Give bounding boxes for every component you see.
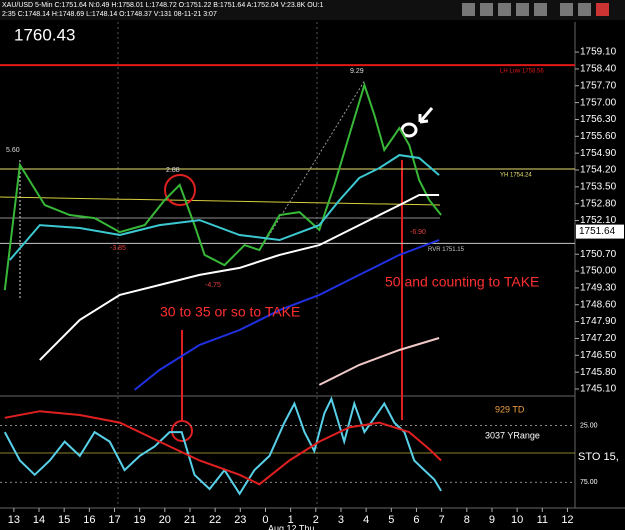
y-tick-label: 1748.60: [580, 299, 617, 310]
indicator-label: 929 TD: [495, 404, 525, 414]
annotation: 9.29: [350, 68, 364, 75]
x-tick-label: 13: [8, 514, 20, 526]
series-line: [9, 154, 440, 261]
y-tick-label: 1754.90: [580, 148, 617, 159]
annotation-circle: [400, 122, 418, 138]
annotation: -4.75: [205, 282, 221, 289]
header-line: XAU/USD 5-Min C:1751.64 N:0.49 H:1758.01…: [2, 2, 324, 9]
level-label: LH Low 1758.56: [500, 69, 544, 75]
x-tick-label: 21: [184, 514, 196, 526]
x-tick-label: 7: [439, 514, 445, 526]
x-tick-label: 11: [537, 514, 548, 526]
y-tick-label: 1750.70: [580, 249, 617, 260]
x-tick-label: 10: [511, 514, 523, 526]
indicator-label: STO 15,: [578, 451, 619, 463]
x-tick-label: 23: [234, 514, 246, 526]
icon[interactable]: [516, 3, 529, 16]
annotation: 2.88: [166, 167, 180, 174]
x-tick-label: 4: [363, 514, 369, 526]
x-tick-label: 2: [313, 514, 319, 526]
x-tick-label: 16: [83, 514, 95, 526]
chart-title: 1760.43: [14, 25, 75, 44]
y-tick-label: 1754.20: [580, 165, 617, 176]
y-tick-label: 1756.30: [580, 114, 617, 125]
x-tick-label: 15: [58, 514, 70, 526]
annotation-circle: [164, 174, 196, 206]
series-line: [133, 239, 440, 391]
y-tick-label: 75.00: [580, 479, 598, 486]
header-line: 2:35 C:1748.14 H:1748.69 L:1748.14 O:174…: [2, 11, 217, 18]
y-tick-label: 1753.50: [580, 181, 617, 192]
y-tick-label: 1752.10: [580, 215, 617, 226]
annotation-circle: [171, 420, 193, 442]
y-tick-label: 1749.30: [580, 283, 617, 294]
y-tick-label: 25.00: [580, 422, 598, 429]
y-tick-label: 1752.80: [580, 198, 617, 209]
y-tick-label: 1745.10: [580, 384, 617, 395]
x-tick-label: 8: [464, 514, 470, 526]
y-tick-label: 1758.40: [580, 64, 617, 75]
window-icons: [462, 3, 609, 16]
y-tick-label: 1757.00: [580, 97, 617, 108]
level-label: YH 1754.24: [500, 173, 532, 179]
series-line: [4, 410, 442, 486]
trend-line: [0, 196, 441, 206]
indicator-label: 3037 YRange: [485, 430, 540, 440]
x-tick-label: 5: [388, 514, 394, 526]
level-label: RVR 1751.15: [428, 247, 465, 253]
x-tick-label: 17: [108, 514, 120, 526]
icon[interactable]: [578, 3, 591, 16]
series-line: [39, 194, 440, 361]
annotation-arrow: [418, 107, 434, 124]
last-price-box: [576, 224, 624, 239]
y-tick-label: 1755.60: [580, 131, 617, 142]
x-tick-label: 3: [338, 514, 344, 526]
y-tick-label: 1757.70: [580, 80, 617, 91]
y-tick-label: 1746.50: [580, 350, 617, 361]
series-line: [3, 396, 442, 496]
icon[interactable]: [534, 3, 547, 16]
annotation: -6.90: [410, 229, 426, 236]
annotation: 30 to 35 or so to TAKE: [160, 304, 300, 320]
y-tick-label: 1745.80: [580, 367, 617, 378]
icon[interactable]: [560, 3, 573, 16]
annotation: 50 and counting to TAKE: [385, 274, 539, 290]
x-tick-label: 19: [134, 514, 146, 526]
x-tick-label: 9: [489, 514, 495, 526]
swing-line: [259, 79, 366, 251]
x-tick-label: 22: [209, 514, 221, 526]
annotation: 5.60: [6, 147, 20, 154]
y-tick-label: 1747.20: [580, 333, 617, 344]
close-icon[interactable]: [596, 3, 609, 16]
icon[interactable]: [462, 3, 475, 16]
x-note: Aug 12 Thu: [268, 523, 314, 530]
x-tick-label: 14: [33, 514, 45, 526]
icon[interactable]: [480, 3, 493, 16]
x-tick-label: 0: [262, 514, 268, 526]
x-tick-label: 1: [288, 514, 294, 526]
y-tick-label: 1750.00: [580, 266, 617, 277]
y-tick-label: 1759.10: [580, 47, 617, 58]
x-tick-label: 6: [413, 514, 419, 526]
y-tick-label: 1747.90: [580, 316, 617, 327]
last-price-label: 1751.64: [579, 226, 616, 237]
x-tick-label: 12: [561, 514, 573, 526]
series-line: [318, 337, 440, 386]
annotation: -3.85: [110, 245, 126, 252]
icon[interactable]: [498, 3, 511, 16]
x-tick-label: 20: [159, 514, 171, 526]
series-line: [3, 81, 442, 291]
